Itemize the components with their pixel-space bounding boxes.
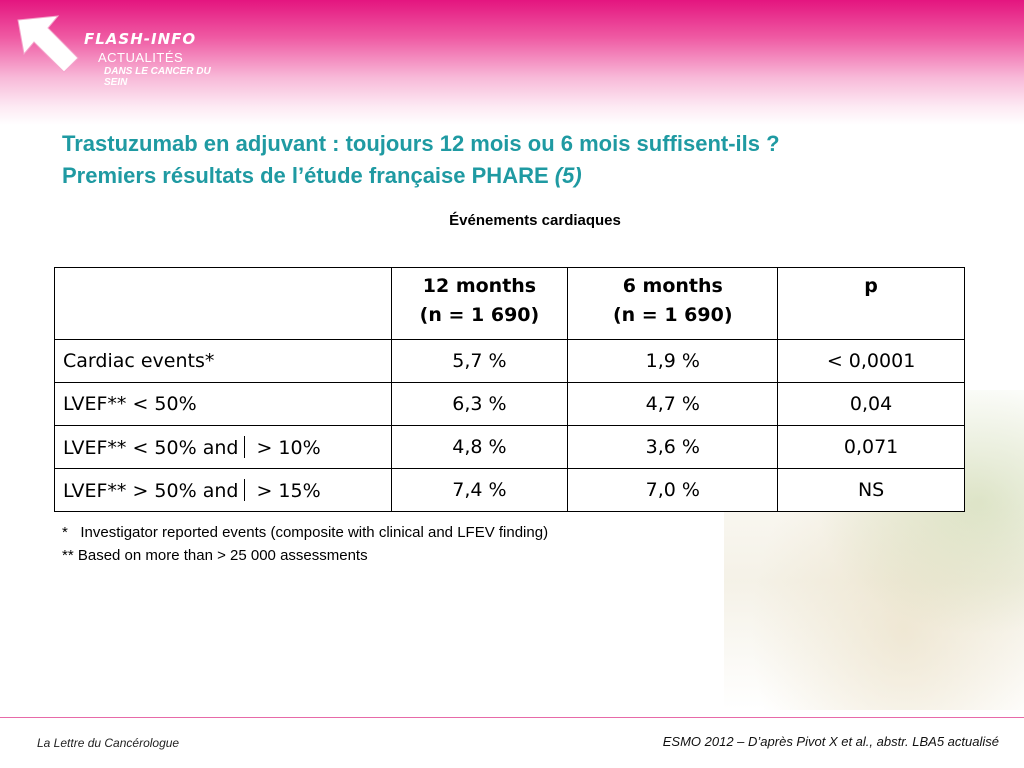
row-label-threshold: > 15% [256, 479, 321, 502]
table-row: LVEF** < 50% 6,3 % 4,7 % 0,04 [54, 382, 965, 426]
row-label-threshold: > 10% [256, 436, 321, 459]
cell-6-months: 3,6 % [567, 425, 779, 469]
slide-title: Trastuzumab en adjuvant : toujours 12 mo… [62, 128, 1012, 192]
row-label: LVEF** < 50% and > 10% [54, 425, 392, 469]
cell-12-months: 4,8 % [390, 425, 569, 469]
row-label: Cardiac events* [54, 339, 392, 383]
table-row: LVEF** > 50% and > 15% 7,4 % 7,0 % NS [54, 468, 965, 512]
header-label: p [864, 275, 878, 297]
header-label: 12 months [422, 275, 537, 297]
footnote: * Investigator reported events (composit… [62, 524, 549, 541]
header-count: (n = 1 690) [419, 304, 540, 326]
arrow-logo-icon [17, 15, 79, 73]
header-count: (n = 1 690) [612, 304, 733, 326]
row-label: LVEF** > 50% and > 15% [54, 468, 392, 512]
cell-6-months: 1,9 % [567, 339, 779, 383]
results-table: 12 months (n = 1 690) 6 months (n = 1 69… [54, 267, 965, 512]
cell-6-months: 7,0 % [567, 468, 779, 512]
cell-p-value: NS [777, 468, 965, 512]
flash-info-logo: FLASH-INFO ACTUALITÉS DANS LE CANCER DU … [14, 12, 229, 88]
cell-12-months: 5,7 % [390, 339, 569, 383]
footer-journal: La Lettre du Cancérologue [37, 736, 180, 750]
table-header-row: 12 months (n = 1 690) 6 months (n = 1 69… [54, 267, 965, 340]
logo-tagline: DANS LE CANCER DU SEIN [104, 66, 211, 88]
table-row: LVEF** < 50% and > 10% 4,8 % 3,6 % 0,071 [54, 425, 965, 469]
cell-6-months: 4,7 % [567, 382, 779, 426]
row-label-text: LVEF** > 50% and [63, 479, 239, 502]
footer-source: ESMO 2012 – D’après Pivot X et al., abst… [662, 734, 999, 749]
table-header-12-months: 12 months (n = 1 690) [390, 267, 569, 340]
title-line-2-text: Premiers résultats de l’étude française … [62, 163, 555, 188]
table-header-p: p [777, 267, 965, 340]
table-row: Cardiac events* 5,7 % 1,9 % < 0,0001 [54, 339, 965, 383]
missing-glyph-icon [244, 435, 248, 458]
title-reference: (5) [554, 163, 582, 188]
table-header-empty [54, 267, 392, 340]
row-label: LVEF** < 50% [54, 382, 392, 426]
footer-divider [0, 717, 1024, 718]
header-label: 6 months [622, 275, 723, 297]
cell-p-value: 0,04 [777, 382, 965, 426]
cell-p-value: 0,071 [777, 425, 965, 469]
missing-glyph-icon [244, 478, 248, 501]
footnotes: * Investigator reported events (composit… [62, 521, 548, 567]
table-header-6-months: 6 months (n = 1 690) [567, 267, 779, 340]
title-line-1: Trastuzumab en adjuvant : toujours 12 mo… [62, 131, 780, 156]
logo-subtitle: ACTUALITÉS [98, 50, 184, 65]
footnote: ** Based on more than > 25 000 assessmen… [62, 547, 368, 564]
title-line-2: Premiers résultats de l’étude française … [62, 160, 1012, 192]
cell-12-months: 6,3 % [390, 382, 569, 426]
row-label-text: LVEF** < 50% and [63, 436, 239, 459]
slide-subtitle: Événements cardiaques [449, 212, 621, 229]
cell-12-months: 7,4 % [390, 468, 569, 512]
header-band [0, 0, 1024, 125]
logo-title: FLASH-INFO [84, 30, 197, 48]
cell-p-value: < 0,0001 [777, 339, 965, 383]
